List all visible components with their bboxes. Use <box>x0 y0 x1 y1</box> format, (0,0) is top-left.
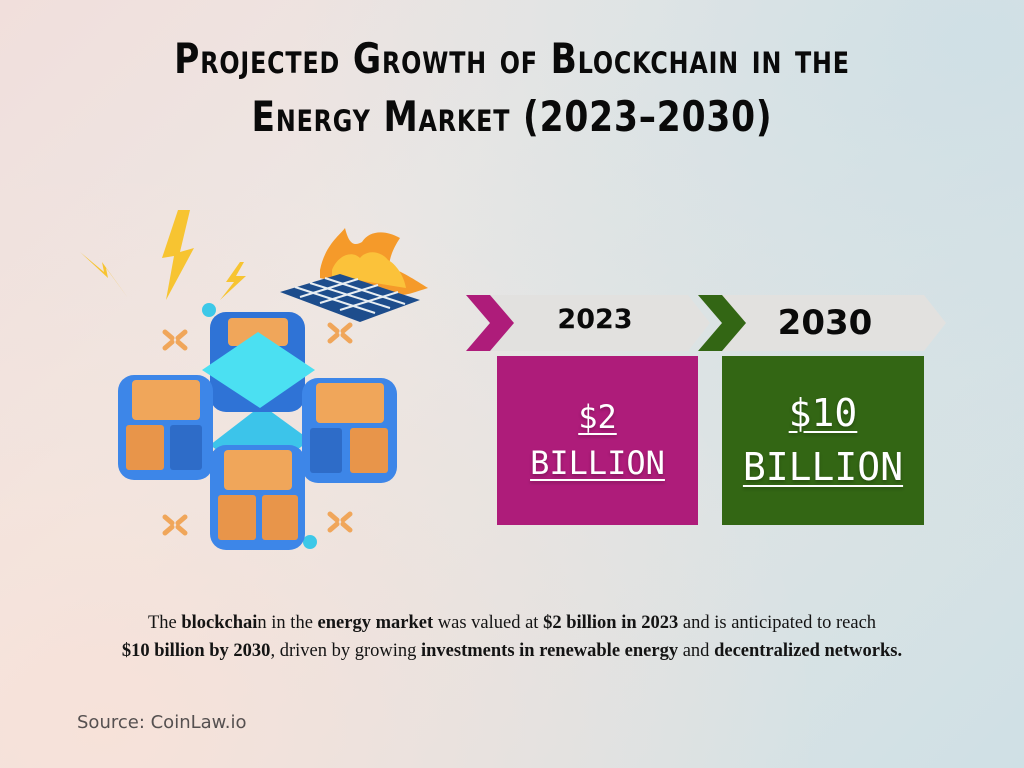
lightning-bolt-icon <box>80 210 246 300</box>
dot-icon <box>303 535 317 549</box>
value-amount-2030: $10 <box>788 390 858 435</box>
page-title: Projected Growth of Blockchain in the En… <box>92 30 932 146</box>
source-credit: Source: CoinLaw.io <box>77 712 247 733</box>
value-amount-2023: $2 <box>578 397 617 436</box>
title-line-2: Energy Market (2023–2030) <box>251 92 773 141</box>
title-line-1: Projected Growth of Blockchain in the <box>174 34 850 83</box>
year-label-2023: 2023 <box>557 304 633 335</box>
sparkle-icon <box>162 322 353 536</box>
year-arrow-2030 <box>722 295 946 351</box>
value-unit-2030: BILLION <box>742 444 904 489</box>
blockchain-cubes-icon <box>118 312 397 550</box>
description-text: The blockchain in the energy market was … <box>121 613 903 661</box>
value-box-2023: $2 BILLION <box>497 356 698 525</box>
solar-panel-icon <box>280 274 420 322</box>
blockchain-energy-illustration <box>80 210 428 550</box>
value-unit-2023: BILLION <box>530 443 665 482</box>
value-box-2030: $10 BILLION <box>722 356 924 525</box>
dot-icon <box>202 303 216 317</box>
year-arrow-2023 <box>488 295 710 351</box>
year-label-2030: 2030 <box>777 303 873 343</box>
